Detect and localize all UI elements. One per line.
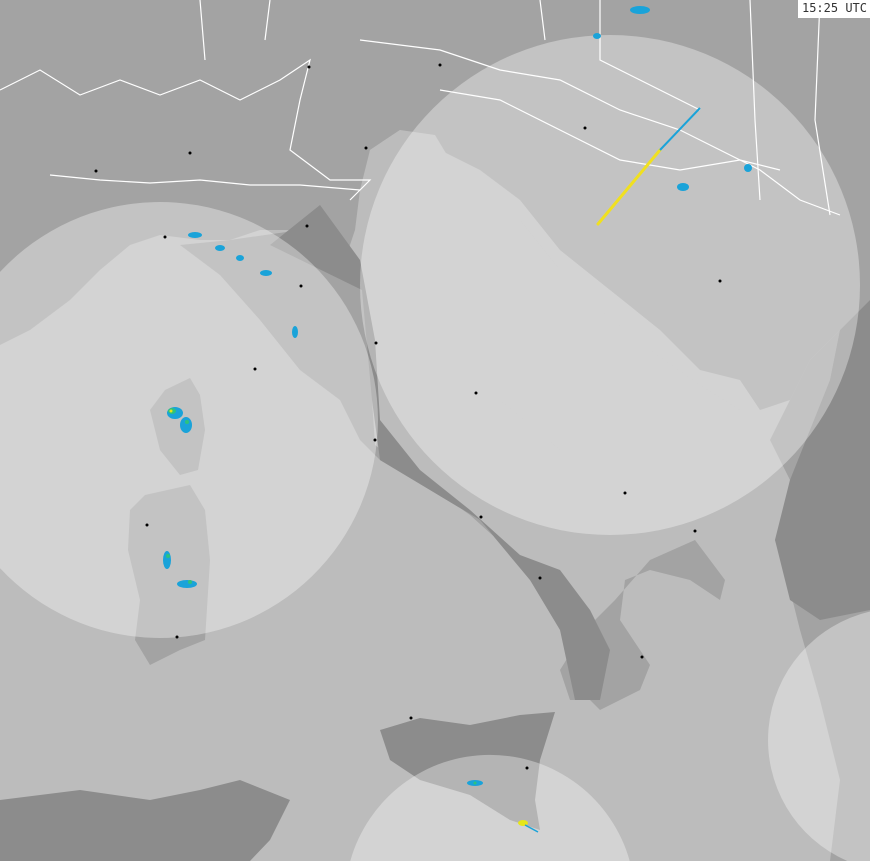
adriatic-sea <box>362 130 790 520</box>
coverage-circle <box>768 611 870 861</box>
land-north <box>0 0 870 410</box>
land-sicily <box>380 712 555 830</box>
land-sardinia <box>128 485 210 665</box>
land-out-of-range-italy <box>270 205 610 700</box>
lightning-track-tail <box>659 107 701 151</box>
land-north-africa <box>0 780 290 861</box>
land-albania-greece <box>775 300 870 620</box>
cities <box>94 63 722 770</box>
radar-coverage <box>0 35 870 861</box>
coverage-circle <box>350 754 630 861</box>
lightning-track <box>596 148 662 226</box>
land-italy <box>180 230 725 710</box>
land-corsica <box>150 378 205 475</box>
coverage-circle <box>360 35 860 535</box>
radar-echoes <box>163 6 752 833</box>
timestamp-label: 15:25 UTC <box>797 0 870 18</box>
borders <box>0 0 841 216</box>
